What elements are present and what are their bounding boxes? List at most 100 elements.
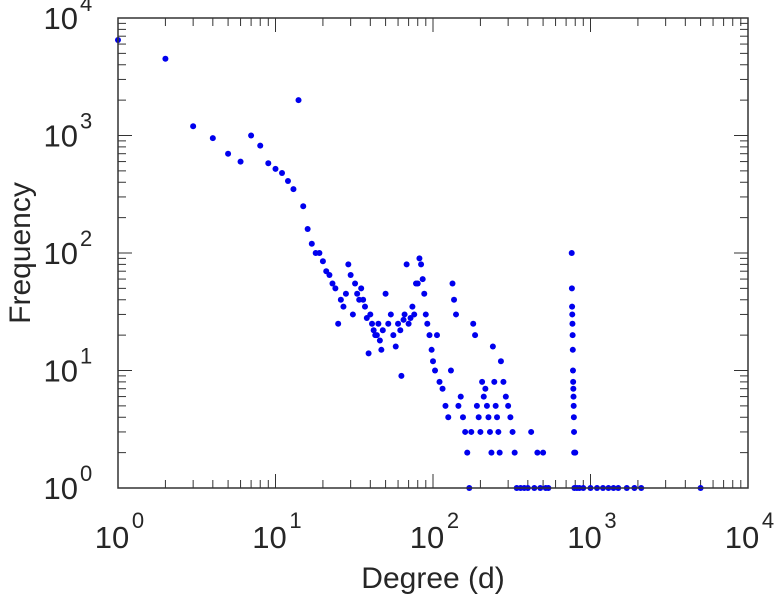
data-point [347,271,354,278]
data-point [534,449,541,456]
data-point [483,402,490,409]
data-point [485,414,492,421]
data-point [486,428,493,435]
data-point [354,290,361,297]
data-point [345,261,352,268]
data-point [436,378,443,385]
x-tick-exponent: 2 [447,508,459,533]
data-point [360,296,367,303]
data-point [496,449,503,456]
data-point [432,367,439,374]
tick-labels: 10 0 10 1 10 2 10 3 10 410 010 110 210 310 4 [44,0,775,555]
y-tick-exponent: 0 [80,461,92,486]
data-point [378,346,385,353]
data-point [279,169,286,176]
data-point [475,414,482,421]
data-point [272,165,279,172]
data-point [488,449,495,456]
data-point [308,240,315,247]
data-point [340,303,347,310]
data-point [376,337,383,344]
data-point [464,449,471,456]
x-tick-exponent: 0 [132,508,144,533]
x-tick-exponent: 1 [289,508,301,533]
y-tick-exponent: 4 [80,0,92,16]
data-point [387,311,394,318]
x-tick-label: 10 [567,520,601,555]
data-point [342,290,349,297]
data-point [419,276,426,283]
tick-marks [118,18,748,488]
data-point [569,346,576,353]
data-point [457,393,464,400]
data-point [392,343,399,350]
data-point [507,414,514,421]
data-point [470,320,477,327]
y-tick-exponent: 1 [80,344,92,369]
data-point [451,296,458,303]
data-point [511,449,518,456]
data-point [453,311,460,318]
data-point [482,385,489,392]
data-point [424,320,431,327]
data-point [569,311,576,318]
data-point [400,316,407,323]
y-tick-exponent: 2 [80,226,92,251]
data-point [370,327,377,334]
data-point [349,311,356,318]
data-point [416,255,423,262]
data-point [390,332,397,339]
y-tick-exponent: 3 [80,109,92,134]
data-point [509,428,516,435]
data-point [492,402,499,409]
data-point [473,402,480,409]
data-point [462,428,469,435]
data-point [373,332,380,339]
data-point [502,393,509,400]
data-point [382,290,389,297]
data-point [495,428,502,435]
data-point [337,296,344,303]
data-point [335,320,342,327]
data-point [332,285,339,292]
data-point [570,378,577,385]
data-point [358,285,365,292]
data-point [401,311,408,318]
data-point [570,385,577,392]
data-point [426,332,433,339]
data-point [329,280,336,287]
data-point [379,327,386,334]
data-point [162,55,169,62]
data-point [477,428,484,435]
data-point [569,303,576,310]
y-axis-label: Frequency [4,182,37,324]
data-point [414,280,421,287]
data-point [442,402,449,409]
data-point [445,414,452,421]
plot-frame [117,17,749,489]
data-point [480,393,487,400]
data-point [361,303,368,310]
data-point [395,320,402,327]
data-point [422,311,429,318]
data-point [571,428,578,435]
data-point [433,332,440,339]
y-tick-label: 10 [44,471,78,506]
data-point [430,358,436,365]
data-point [497,358,504,365]
data-point [447,367,454,374]
data-point [568,285,575,292]
data-point [319,258,326,265]
data-point [528,428,535,435]
x-tick-label: 10 [95,520,129,555]
data-point [403,261,410,268]
data-point [409,303,416,310]
data-point [397,327,404,334]
data-point [248,132,255,139]
y-tick-label: 10 [44,354,78,389]
data-point [459,414,466,421]
data-point [572,449,579,456]
data-point [472,332,479,339]
y-tick-label: 10 [44,119,78,154]
